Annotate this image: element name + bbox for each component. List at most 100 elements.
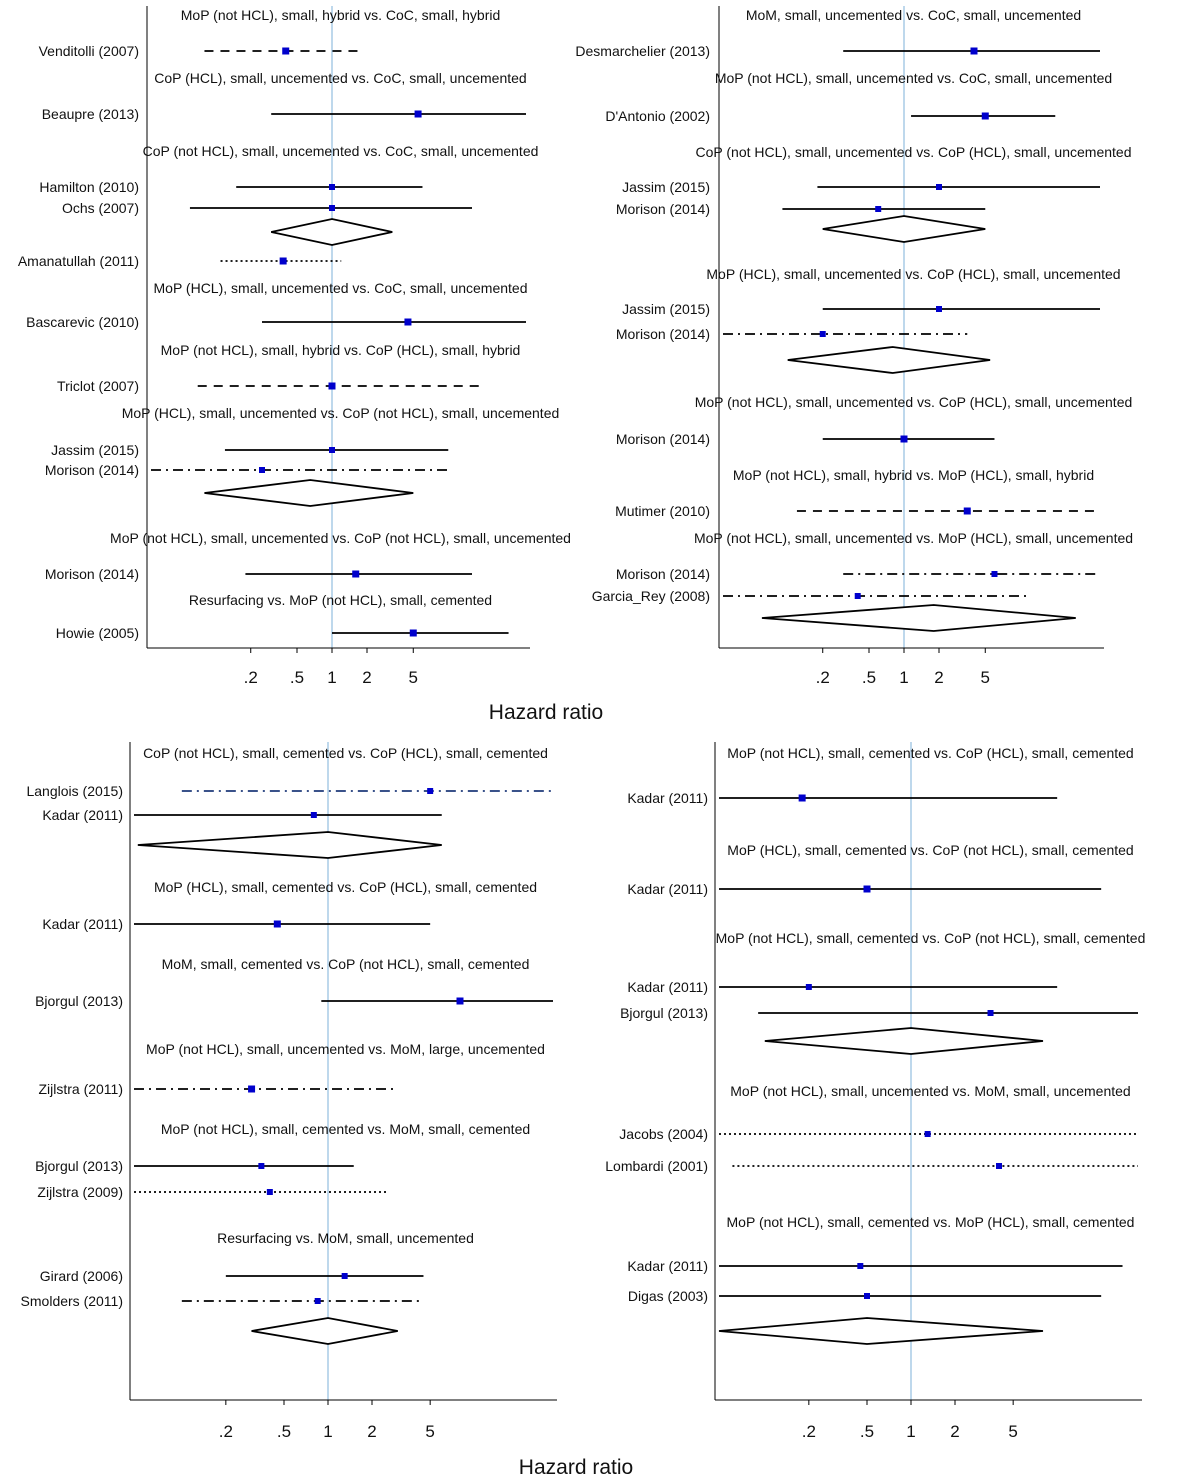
- study-label: Morison (2014): [616, 566, 710, 582]
- x-tick-label: .2: [219, 1422, 233, 1441]
- group-title: MoP (HCL), small, cemented vs. CoP (not …: [727, 842, 1133, 858]
- point-estimate-marker: [427, 788, 434, 794]
- group-title: MoP (not HCL), small, uncemented vs. CoP…: [110, 530, 571, 546]
- pooled-estimate-diamond: [761, 604, 1076, 632]
- study-label: Bjorgul (2013): [35, 993, 123, 1009]
- group-title: MoP (not HCL), small, hybrid vs. MoP (HC…: [733, 467, 1094, 483]
- point-estimate-marker: [805, 984, 812, 990]
- study-label: Zijlstra (2009): [37, 1184, 123, 1200]
- x-axis-label-bottom: Hazard ratio: [519, 1456, 633, 1477]
- x-tick-label: 1: [899, 668, 908, 687]
- x-tick-label: 5: [409, 668, 418, 687]
- point-estimate-marker: [329, 184, 335, 190]
- study-label: Jacobs (2004): [619, 1126, 708, 1142]
- study-label: Jassim (2015): [51, 442, 139, 458]
- group-title: MoP (HCL), small, uncemented vs. CoC, sm…: [154, 280, 528, 296]
- pooled-estimate-diamond: [204, 479, 414, 507]
- x-tick-label: .5: [862, 668, 876, 687]
- study-label: Langlois (2015): [26, 783, 123, 799]
- study-label: Mutimer (2010): [615, 503, 710, 519]
- x-tick-label: .5: [277, 1422, 291, 1441]
- group-title: CoP (not HCL), small, uncemented vs. CoC…: [143, 143, 539, 159]
- point-estimate-marker: [996, 1163, 1002, 1169]
- point-estimate-marker: [328, 382, 336, 390]
- point-estimate-marker: [981, 112, 989, 120]
- study-label: Ochs (2007): [62, 200, 139, 216]
- study-label: Morison (2014): [45, 462, 139, 478]
- group-title: MoP (not HCL), small, cemented vs. MoP (…: [727, 1214, 1135, 1230]
- x-tick-label: .5: [860, 1422, 874, 1441]
- study-label: Morison (2014): [616, 431, 710, 447]
- point-estimate-marker: [991, 571, 998, 577]
- point-estimate-marker: [409, 629, 417, 637]
- point-estimate-marker: [352, 570, 360, 578]
- group-title: MoP (not HCL), small, cemented vs. CoP (…: [716, 930, 1146, 946]
- point-estimate-marker: [936, 306, 942, 312]
- study-label: Smolders (2011): [21, 1293, 123, 1309]
- group-title: MoP (not HCL), small, uncemented vs. MoP…: [694, 530, 1133, 546]
- study-label: Zijlstra (2011): [38, 1081, 123, 1097]
- group-title: MoP (HCL), small, cemented vs. CoP (HCL)…: [154, 879, 537, 895]
- x-tick-label: 2: [950, 1422, 959, 1441]
- point-estimate-marker: [314, 1298, 321, 1304]
- point-estimate-marker: [456, 997, 464, 1005]
- point-estimate-marker: [279, 257, 287, 265]
- group-title: MoP (not HCL), small, cemented vs. CoP (…: [727, 745, 1133, 761]
- pooled-estimate-diamond: [718, 1317, 1044, 1345]
- study-label: Kadar (2011): [627, 881, 708, 897]
- study-label: Kadar (2011): [42, 807, 123, 823]
- point-estimate-marker: [341, 1273, 348, 1279]
- point-estimate-marker: [310, 812, 317, 818]
- study-label: Kadar (2011): [42, 916, 123, 932]
- point-estimate-marker: [857, 1263, 864, 1269]
- point-estimate-marker: [258, 1163, 265, 1169]
- point-estimate-marker: [248, 1085, 256, 1093]
- group-title: CoP (HCL), small, uncemented vs. CoC, sm…: [154, 70, 526, 86]
- study-label: Morison (2014): [45, 566, 139, 582]
- study-label: Amanatullah (2011): [18, 253, 139, 269]
- study-label: Jassim (2015): [622, 179, 710, 195]
- pooled-estimate-diamond: [787, 346, 991, 374]
- study-label: Morison (2014): [616, 201, 710, 217]
- study-label: Kadar (2011): [627, 979, 708, 995]
- point-estimate-marker: [819, 331, 826, 337]
- point-estimate-marker: [259, 467, 265, 473]
- study-label: Bjorgul (2013): [620, 1005, 708, 1021]
- point-estimate-marker: [273, 920, 281, 928]
- point-estimate-marker: [854, 593, 861, 599]
- study-label: Bjorgul (2013): [35, 1158, 123, 1174]
- study-label: Desmarchelier (2013): [575, 43, 710, 59]
- group-title: Resurfacing vs. MoP (not HCL), small, ce…: [189, 592, 492, 608]
- forest-panel-2: .2 .5 1 2 5 MoM, small, uncemented vs. CoC, s…: [575, 6, 1133, 687]
- study-label: Kadar (2011): [627, 1258, 708, 1274]
- point-estimate-marker: [266, 1189, 273, 1195]
- forest-panel-3: .2 .5 1 2 5 CoP (not HCL), small, cemented vs…: [21, 742, 557, 1441]
- point-estimate-marker: [414, 110, 422, 118]
- x-tick-label: .2: [802, 1422, 816, 1441]
- point-estimate-marker: [282, 47, 290, 55]
- x-tick-label: 2: [367, 1422, 376, 1441]
- study-label: Hamilton (2010): [39, 179, 139, 195]
- point-estimate-marker: [963, 507, 971, 515]
- point-estimate-marker: [987, 1010, 994, 1016]
- x-tick-label: 2: [362, 668, 371, 687]
- forest-panel-4: .2 .5 1 2 5 MoP (not HCL), small, cemented vs…: [605, 742, 1145, 1441]
- group-title: MoP (not HCL), small, hybrid vs. CoC, sm…: [181, 7, 501, 23]
- x-axis-label-top: Hazard ratio: [489, 701, 603, 724]
- pooled-estimate-diamond: [137, 831, 442, 859]
- x-tick-label: 2: [934, 668, 943, 687]
- x-tick-label: .5: [290, 668, 304, 687]
- pooled-estimate-diamond: [764, 1027, 1044, 1055]
- point-estimate-marker: [864, 1293, 870, 1299]
- study-label: Lombardi (2001): [605, 1158, 708, 1174]
- point-estimate-marker: [798, 794, 806, 802]
- group-title: MoP (not HCL), small, cemented vs. MoM, …: [161, 1121, 530, 1137]
- study-label: Morison (2014): [616, 326, 710, 342]
- group-title: Resurfacing vs. MoM, small, uncemented: [217, 1230, 474, 1246]
- forest-panel-1: .2 .5 1 2 5 MoP (not HCL), small, hybrid vs. …: [18, 6, 571, 687]
- group-title: MoP (HCL), small, uncemented vs. CoP (HC…: [706, 266, 1120, 282]
- group-title: MoM, small, cemented vs. CoP (not HCL), …: [162, 956, 530, 972]
- point-estimate-marker: [329, 447, 335, 453]
- pooled-estimate-diamond: [271, 218, 393, 246]
